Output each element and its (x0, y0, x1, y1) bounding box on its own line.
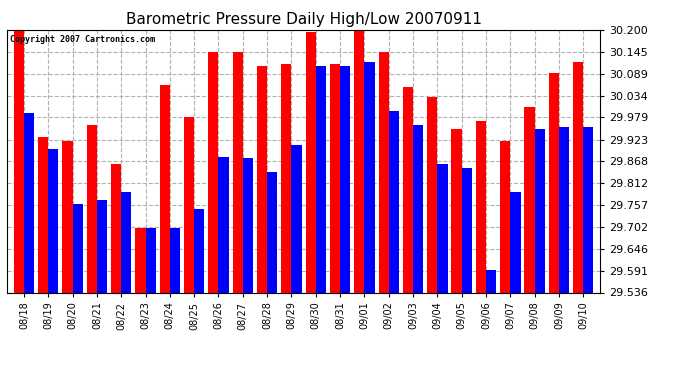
Bar (427, 97, 437, 292)
Bar (146, 228, 156, 292)
Bar (97, 200, 107, 292)
Bar (364, 62, 375, 292)
Bar (111, 164, 121, 292)
Bar (306, 32, 316, 292)
Bar (573, 62, 583, 292)
Bar (388, 111, 399, 292)
Bar (330, 64, 340, 292)
Bar (219, 156, 228, 292)
Bar (413, 125, 423, 292)
Bar (535, 129, 545, 292)
Text: Copyright 2007 Cartronics.com: Copyright 2007 Cartronics.com (10, 35, 155, 44)
Bar (121, 192, 131, 292)
Bar (316, 66, 326, 292)
Bar (14, 30, 24, 292)
Bar (87, 125, 97, 292)
Bar (500, 141, 511, 292)
Bar (437, 164, 448, 292)
Bar (38, 137, 48, 292)
Bar (48, 148, 59, 292)
Bar (549, 74, 559, 292)
Bar (233, 52, 243, 292)
Bar (476, 121, 486, 292)
Bar (72, 204, 83, 292)
Bar (135, 228, 146, 292)
Bar (282, 64, 291, 292)
Bar (524, 107, 535, 292)
Bar (511, 192, 520, 292)
Bar (451, 129, 462, 292)
Bar (403, 87, 413, 292)
Bar (194, 209, 204, 292)
Bar (486, 270, 496, 292)
Bar (267, 172, 277, 292)
Bar (208, 52, 219, 292)
Bar (379, 52, 388, 292)
Bar (462, 168, 472, 292)
Title: Barometric Pressure Daily High/Low 20070911: Barometric Pressure Daily High/Low 20070… (126, 12, 482, 27)
Bar (354, 30, 364, 292)
Bar (184, 117, 194, 292)
Bar (243, 159, 253, 292)
Bar (24, 113, 34, 292)
Bar (340, 66, 351, 292)
Bar (257, 66, 267, 292)
Bar (62, 141, 72, 292)
Bar (291, 145, 302, 292)
Bar (159, 86, 170, 292)
Bar (170, 228, 180, 292)
Bar (583, 127, 593, 292)
Bar (559, 127, 569, 292)
